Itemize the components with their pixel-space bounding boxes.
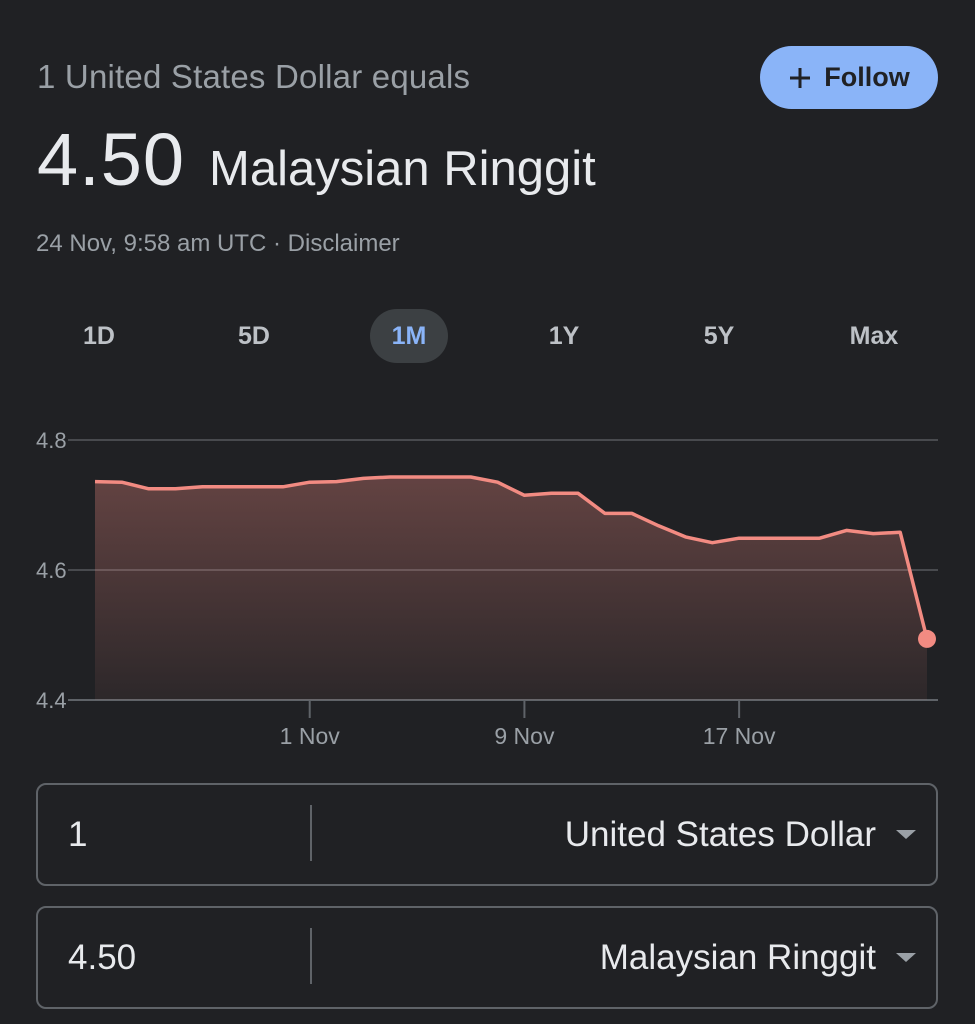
to-currency-select[interactable]: Malaysian Ringgit: [600, 908, 916, 1007]
data-point: [335, 480, 338, 483]
data-point: [442, 476, 445, 479]
data-point: [416, 476, 419, 479]
data-point: [791, 537, 794, 540]
data-point: [362, 477, 365, 480]
data-point: [228, 485, 231, 488]
data-point: [308, 481, 311, 484]
timestamp: 24 Nov, 9:58 am UTC: [36, 230, 267, 257]
data-point: [845, 529, 848, 532]
y-tick-label: 4.8: [36, 428, 67, 453]
data-point: [818, 537, 821, 540]
data-point: [281, 485, 284, 488]
data-point: [147, 487, 150, 490]
data-point: [174, 487, 177, 490]
data-point: [738, 537, 741, 540]
data-point: [764, 537, 767, 540]
x-tick-label: 17 Nov: [703, 723, 776, 749]
from-currency-select[interactable]: United States Dollar: [565, 785, 916, 884]
exchange-rate-chart[interactable]: 4.4 4.6 4.8 1 Nov 9 Nov 17 Nov: [0, 410, 975, 770]
data-point: [496, 481, 499, 484]
meta-line: 24 Nov, 9:58 am UTC · Disclaimer: [36, 230, 400, 258]
data-point: [255, 485, 258, 488]
data-point: [630, 512, 633, 515]
range-tab-1d[interactable]: 1D: [83, 321, 115, 350]
range-tab-5y[interactable]: 5Y: [703, 321, 735, 350]
follow-button[interactable]: Follow: [760, 46, 938, 109]
divider: [310, 928, 312, 984]
follow-label: Follow: [824, 62, 910, 92]
range-tab-5d[interactable]: 5D: [238, 321, 270, 350]
plus-icon: [788, 66, 812, 90]
rate-value: 4.50: [37, 118, 186, 201]
range-tab-1m[interactable]: 1M: [370, 309, 448, 363]
data-point: [684, 535, 687, 538]
range-tab-1y[interactable]: 1Y: [548, 321, 580, 350]
data-point: [711, 541, 714, 544]
target-currency: Malaysian Ringgit: [209, 142, 596, 196]
data-point: [389, 476, 392, 479]
data-point: [201, 485, 204, 488]
current-value-dot: [918, 629, 936, 648]
data-point: [872, 532, 875, 535]
from-converter: 1 United States Dollar: [36, 783, 938, 886]
data-point: [657, 524, 660, 527]
from-amount-input[interactable]: 1: [68, 814, 88, 854]
data-point: [603, 512, 606, 515]
divider: [310, 805, 312, 861]
data-point: [469, 476, 472, 479]
caret-down-icon: [896, 830, 916, 839]
data-point: [577, 492, 580, 495]
caret-down-icon: [896, 953, 916, 962]
area-fill: [95, 477, 927, 700]
from-currency-label: United States Dollar: [564, 814, 876, 854]
rate-headline: 4.50 Malaysian Ringgit: [37, 117, 596, 202]
to-amount-input[interactable]: 4.50: [68, 937, 137, 977]
x-tick-label: 9 Nov: [494, 723, 555, 749]
equals-label: 1 United States Dollar equals: [37, 58, 471, 95]
data-point: [120, 481, 123, 484]
data-point: [94, 480, 97, 483]
to-currency-label: Malaysian Ringgit: [599, 937, 876, 977]
disclaimer-link[interactable]: Disclaimer: [287, 230, 400, 257]
range-tab-max[interactable]: Max: [849, 321, 899, 350]
series-line: [94, 475, 929, 640]
separator: ·: [272, 230, 281, 257]
data-point: [523, 494, 526, 497]
data-point: [550, 492, 553, 495]
y-tick-label: 4.6: [36, 558, 67, 583]
x-tick-label: 1 Nov: [280, 723, 341, 749]
data-point: [899, 531, 902, 534]
y-tick-label: 4.4: [36, 688, 67, 713]
to-converter: 4.50 Malaysian Ringgit: [36, 906, 938, 1009]
